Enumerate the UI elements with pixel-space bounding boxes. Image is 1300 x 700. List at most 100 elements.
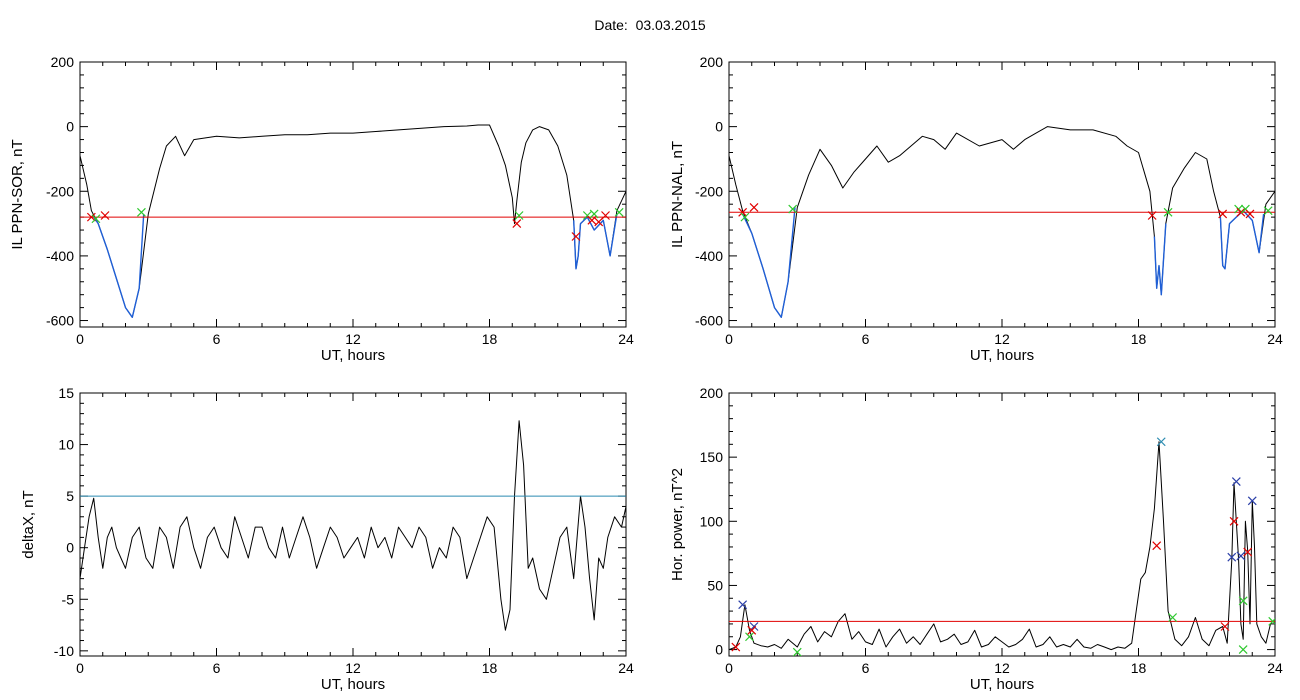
y-axis-label: deltaX, nT: [20, 490, 37, 558]
marker-green: [614, 207, 624, 217]
marker-red: [571, 232, 581, 241]
x-tick-label: 0: [725, 660, 733, 676]
y-tick-label: 0: [66, 119, 74, 135]
x-axis-label: UT, hours: [321, 347, 385, 364]
plot-area: [729, 126, 1275, 318]
y-tick-label: -10: [54, 643, 74, 659]
y-tick-label: 200: [700, 54, 724, 70]
y-tick-label: 200: [51, 54, 75, 70]
marker-red: [749, 203, 759, 212]
x-tick-label: 18: [482, 331, 498, 347]
marker-red: [1229, 516, 1239, 526]
plot-frame: [728, 392, 1276, 657]
y-tick-label: 150: [700, 449, 724, 465]
x-tick-label: 12: [994, 660, 1010, 676]
marker-red: [1147, 211, 1157, 220]
marker-green: [589, 209, 599, 219]
x-tick-label: 0: [76, 660, 84, 676]
x-tick-label: 12: [345, 660, 361, 676]
marker-green: [1238, 645, 1248, 655]
x-tick-label: 18: [1131, 660, 1147, 676]
y-tick-label: 10: [58, 437, 74, 453]
x-tick-label: 24: [1267, 660, 1283, 676]
y-tick-label: -400: [46, 248, 74, 264]
marker-navy: [1236, 551, 1246, 561]
plot-area: [80, 124, 626, 318]
marker-red: [601, 211, 610, 220]
x-tick-label: 0: [725, 331, 733, 347]
marker-green: [1238, 596, 1248, 606]
marker-red: [731, 642, 741, 652]
marker-red: [1243, 547, 1253, 557]
marker-green: [514, 211, 524, 220]
x-tick-label: 0: [76, 331, 84, 347]
series-line-blue-1: [741, 207, 796, 318]
marker-red: [1152, 541, 1162, 551]
marker-green: [1263, 206, 1273, 216]
x-axis-label: UT, hours: [970, 676, 1034, 693]
marker-green: [740, 212, 750, 222]
x-axis-label: UT, hours: [970, 347, 1034, 364]
y-tick-label: 200: [700, 385, 724, 401]
y-tick-label: -600: [46, 313, 74, 329]
marker-red: [1236, 207, 1246, 217]
x-tick-label: 24: [618, 660, 634, 676]
marker-green: [1168, 613, 1178, 622]
marker-navy: [1247, 496, 1257, 506]
marker-green: [1268, 616, 1275, 626]
y-tick-label: 100: [700, 513, 724, 529]
x-axis-label: UT, hours: [321, 676, 385, 693]
marker-red: [100, 211, 110, 220]
y-tick-label: 50: [707, 577, 723, 593]
y-tick-label: 0: [715, 119, 723, 135]
marker-green: [788, 204, 798, 214]
x-tick-label: 18: [482, 660, 498, 676]
marker-red: [1220, 622, 1230, 631]
x-tick-label: 18: [1131, 331, 1147, 347]
series-line-black-0: [729, 441, 1275, 651]
page-title: Date: 03.03.2015: [594, 17, 706, 33]
x-tick-label: 12: [994, 331, 1010, 347]
y-tick-label: -600: [695, 313, 723, 329]
marker-green: [91, 214, 101, 224]
marker-red: [1218, 209, 1228, 219]
marker-navy: [738, 600, 748, 610]
x-tick-label: 12: [345, 331, 361, 347]
y-tick-label: -400: [695, 248, 723, 264]
y-tick-label: -200: [46, 183, 74, 199]
y-tick-label: 0: [715, 642, 723, 658]
marker-green: [1163, 207, 1173, 217]
marker-red: [1245, 209, 1255, 219]
marker-red: [587, 215, 597, 225]
marker-navy: [1227, 552, 1237, 562]
marker-red: [747, 625, 757, 635]
y-tick-label: -5: [62, 591, 75, 607]
marker-green: [137, 207, 146, 217]
series-line-blue-1: [93, 213, 145, 318]
marker-green: [792, 647, 802, 656]
marker-teal: [1156, 437, 1166, 447]
plot-area: [80, 420, 626, 631]
y-tick-label: 15: [58, 385, 74, 401]
marker-green: [745, 632, 754, 642]
x-tick-label: 24: [618, 331, 634, 347]
y-tick-label: 0: [66, 540, 74, 556]
y-tick-label: 5: [66, 488, 74, 504]
series-line-blue-3: [1219, 209, 1265, 270]
x-tick-label: 24: [1267, 331, 1283, 347]
series-line-blue-2: [1153, 223, 1167, 296]
y-tick-label: -200: [695, 183, 723, 199]
marker-red: [512, 219, 522, 229]
marker-navy: [1231, 477, 1241, 486]
series-line-black-0: [80, 420, 626, 631]
x-tick-label: 6: [862, 660, 870, 676]
x-tick-label: 6: [862, 331, 870, 347]
x-tick-label: 6: [213, 660, 221, 676]
marker-red: [738, 207, 748, 217]
y-axis-label: Hor. power, nT^2: [669, 468, 686, 581]
y-axis-label: IL PPN-NAL, nT: [669, 141, 686, 248]
